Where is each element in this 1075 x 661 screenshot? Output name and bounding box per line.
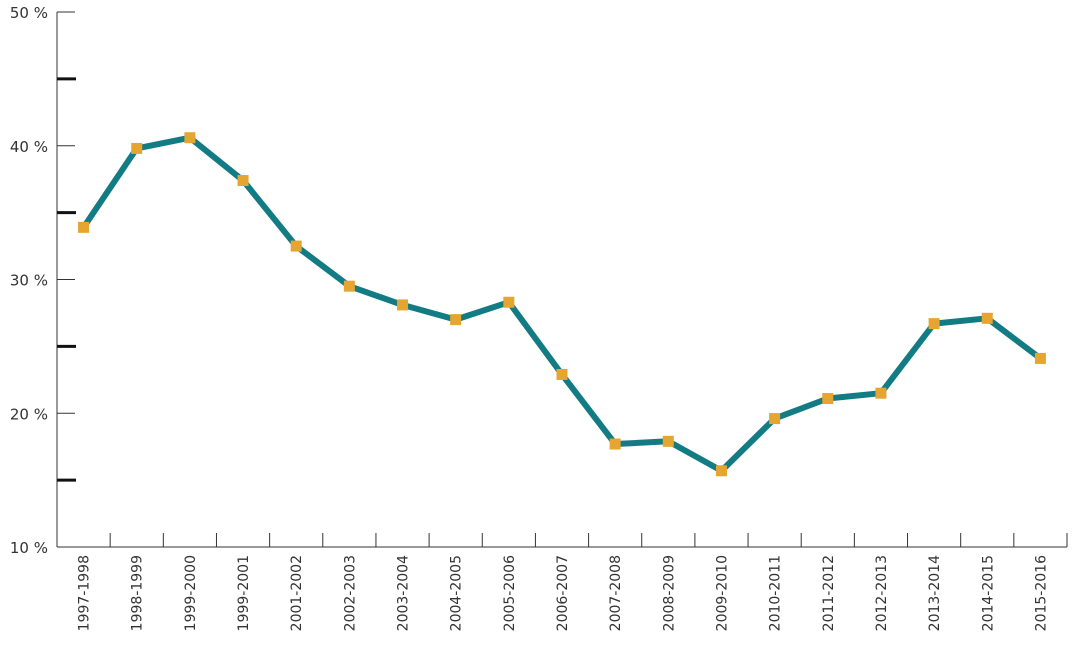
x-category-label: 2004-2005 [449,555,465,631]
y-axis-ticks: 50 % 40 % 30 % 20 % 10 % [10,4,76,557]
data-point [237,175,249,187]
data-point [78,221,90,233]
data-point [343,280,355,292]
x-category-label: 2001-2002 [289,555,305,631]
x-category-label: 2014-2015 [980,555,996,631]
data-point [609,438,621,450]
x-category-label: 2009-2010 [714,555,730,631]
data-point [184,132,196,144]
x-axis-ticks: 1997-1998 1998-1999 1999-2000 1999-2001 2001… [77,533,1068,631]
data-point [875,387,887,399]
y-tick-label: 20 % [10,405,48,423]
y-tick-label: 50 % [10,4,48,22]
series-markers [78,132,1046,477]
data-point [928,318,940,330]
x-category-label: 2011-2012 [821,555,837,631]
data-point [662,435,674,447]
y-tick-label: 40 % [10,138,48,156]
x-category-label: 2006-2007 [555,555,571,631]
x-category-label: 2012-2013 [874,555,890,631]
x-category-label: 2013-2014 [927,555,943,631]
x-category-label: 2002-2003 [342,555,358,631]
data-point [822,393,834,405]
data-point [131,142,143,154]
x-category-label: 2008-2009 [661,555,677,631]
x-category-label: 2015-2016 [1033,555,1049,631]
data-point [769,413,781,425]
chart-axes [56,12,1067,548]
x-category-label: 1998-1999 [130,555,146,631]
y-tick-label: 10 % [10,539,48,557]
data-point [503,296,515,308]
data-point [290,240,302,252]
x-category-label: 1997-1998 [77,555,93,631]
series-line [81,134,1043,474]
x-category-label: 2005-2006 [502,555,518,631]
data-point [397,299,409,311]
data-point [715,465,727,477]
data-point [981,312,993,324]
x-category-label: 1999-2001 [236,555,252,631]
data-point [450,314,462,326]
x-category-label: 2010-2011 [768,555,784,631]
data-point [1034,352,1046,364]
data-point [556,368,568,380]
x-category-label: 2003-2004 [396,555,412,631]
x-category-label: 1999-2000 [183,555,199,631]
x-category-label: 2007-2008 [608,555,624,631]
y-tick-label: 30 % [10,272,48,290]
